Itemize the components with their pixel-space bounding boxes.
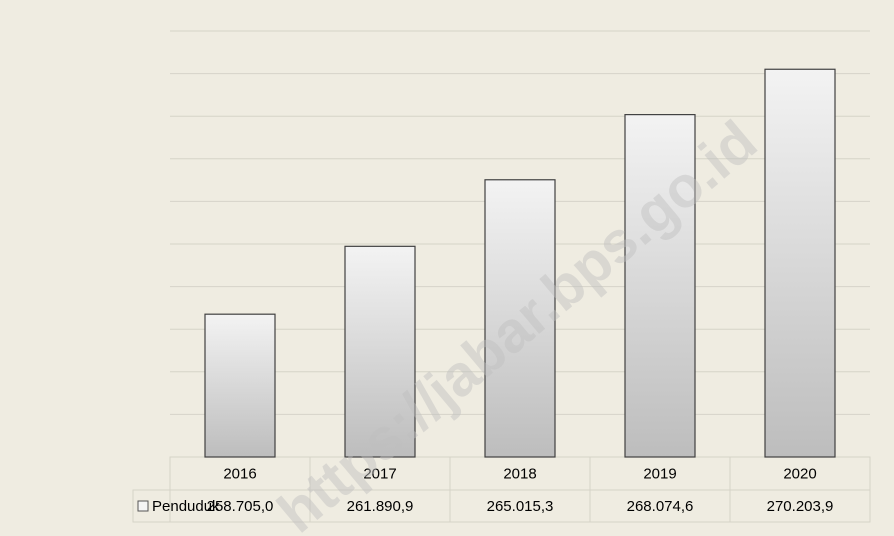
bar (344, 245, 416, 458)
data-label: 268.074,6 (627, 498, 694, 515)
x-tick-label: 2017 (363, 465, 396, 482)
bar (764, 68, 836, 458)
data-label: 270.203,9 (767, 498, 834, 515)
bar (204, 313, 276, 458)
legend-swatch (137, 500, 149, 512)
data-label: 258.705,0 (207, 498, 274, 515)
x-tick-label: 2016 (223, 465, 256, 482)
bar (624, 114, 696, 458)
legend-label: Penduduk (152, 498, 220, 515)
bar (484, 179, 556, 458)
table-cell (729, 489, 871, 523)
x-tick-label: 2019 (643, 465, 676, 482)
x-tick-label: 2018 (503, 465, 536, 482)
x-tick-label: 2020 (783, 465, 816, 482)
data-label: 261.890,9 (347, 498, 414, 515)
data-label: 265.015,3 (487, 498, 554, 515)
